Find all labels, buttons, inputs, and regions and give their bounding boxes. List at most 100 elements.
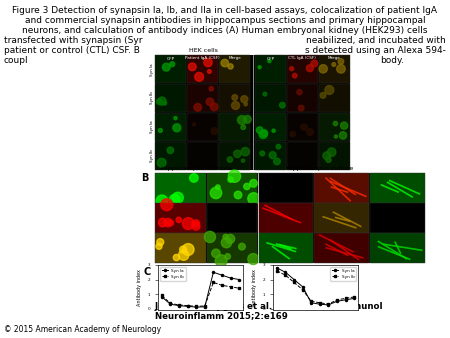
Circle shape xyxy=(333,121,338,126)
Syn Ia xyxy=(326,303,331,307)
Syn Ib xyxy=(351,295,357,299)
Syn Ib xyxy=(274,269,279,273)
Circle shape xyxy=(192,222,200,230)
Circle shape xyxy=(226,234,235,243)
Syn Ib xyxy=(317,301,323,305)
Circle shape xyxy=(210,187,222,199)
Line: Syn Ia: Syn Ia xyxy=(276,267,355,306)
Syn Ib xyxy=(211,281,216,285)
Circle shape xyxy=(227,157,233,162)
Syn Ib xyxy=(228,285,233,289)
Text: Merge: Merge xyxy=(228,56,241,61)
Bar xyxy=(219,55,250,83)
Syn Ib xyxy=(219,283,225,287)
Circle shape xyxy=(168,220,174,226)
Syn Ib xyxy=(194,304,199,308)
Text: © 2015 American Academy of Neurology: © 2015 American Academy of Neurology xyxy=(4,325,161,334)
Text: neabilized, and incubated with: neabilized, and incubated with xyxy=(306,36,446,45)
Circle shape xyxy=(319,65,327,73)
Bar xyxy=(219,84,250,112)
Circle shape xyxy=(332,63,336,67)
Circle shape xyxy=(158,218,167,227)
Circle shape xyxy=(194,103,202,111)
Circle shape xyxy=(206,98,214,105)
Syn Ia xyxy=(283,270,288,274)
Text: coupl: coupl xyxy=(4,56,29,65)
Bar xyxy=(255,113,286,141)
Text: GFP: GFP xyxy=(167,56,175,61)
Circle shape xyxy=(212,249,220,258)
Circle shape xyxy=(211,128,218,135)
Legend: Syn Ia, Syn Ib: Syn Ia, Syn Ib xyxy=(160,267,186,281)
Circle shape xyxy=(238,243,245,250)
Bar xyxy=(314,203,369,233)
Circle shape xyxy=(158,97,166,105)
Text: Hippocampus sections: Hippocampus sections xyxy=(162,166,233,171)
Circle shape xyxy=(272,129,275,132)
Syn Ia xyxy=(351,296,357,300)
Syn Ia xyxy=(176,304,182,308)
Circle shape xyxy=(244,102,248,106)
Circle shape xyxy=(189,174,198,182)
Circle shape xyxy=(290,67,293,71)
Circle shape xyxy=(173,124,181,132)
Circle shape xyxy=(298,105,304,111)
Text: Johannes Piepgras et al. Neurol Neuroimmunol: Johannes Piepgras et al. Neurol Neuroimm… xyxy=(155,302,383,311)
Circle shape xyxy=(228,64,233,69)
Circle shape xyxy=(234,191,242,199)
Bar xyxy=(155,203,206,233)
Bar xyxy=(155,142,186,170)
Circle shape xyxy=(223,234,228,239)
Text: s detected using an Alexa 594-: s detected using an Alexa 594- xyxy=(305,46,446,55)
Text: GFP: GFP xyxy=(266,56,274,61)
Bar xyxy=(255,55,286,83)
Circle shape xyxy=(172,192,183,203)
Syn Ia xyxy=(300,285,305,289)
Bar xyxy=(314,173,369,203)
Circle shape xyxy=(156,195,168,207)
Circle shape xyxy=(243,116,251,123)
Bar xyxy=(287,84,318,112)
Syn Ib xyxy=(343,296,348,300)
Bar xyxy=(155,55,186,83)
Syn Ia xyxy=(334,299,340,303)
Circle shape xyxy=(274,158,280,165)
Text: Syn Ib: Syn Ib xyxy=(150,149,154,162)
Syn Ia xyxy=(168,302,173,306)
Circle shape xyxy=(193,123,196,126)
Circle shape xyxy=(158,128,162,132)
Text: Syn Ia: Syn Ia xyxy=(150,63,154,76)
Syn Ib xyxy=(168,301,173,306)
Syn Ia xyxy=(291,277,297,282)
Syn Ib xyxy=(202,304,207,308)
Circle shape xyxy=(156,99,162,104)
Circle shape xyxy=(228,177,233,182)
Bar xyxy=(155,173,206,203)
Y-axis label: Antibody index: Antibody index xyxy=(137,269,142,306)
Circle shape xyxy=(162,63,170,71)
Circle shape xyxy=(193,220,199,227)
Circle shape xyxy=(241,96,248,103)
Circle shape xyxy=(189,63,196,71)
Bar xyxy=(255,84,286,112)
Text: Patient IgA (CSF): Patient IgA (CSF) xyxy=(185,56,220,61)
Circle shape xyxy=(211,103,218,111)
Bar xyxy=(155,55,350,170)
Circle shape xyxy=(182,244,194,256)
Circle shape xyxy=(261,130,268,137)
Circle shape xyxy=(244,183,250,190)
Bar xyxy=(369,233,425,263)
Circle shape xyxy=(337,65,345,73)
Bar xyxy=(219,142,250,170)
Bar xyxy=(187,84,218,112)
Circle shape xyxy=(311,60,318,67)
Bar xyxy=(319,55,350,83)
Bar xyxy=(369,173,425,203)
Bar xyxy=(319,113,350,141)
Circle shape xyxy=(157,239,164,246)
Circle shape xyxy=(221,59,229,67)
Text: Syn Ib: Syn Ib xyxy=(150,92,154,104)
Circle shape xyxy=(241,125,246,129)
Syn Ib xyxy=(176,303,182,307)
Circle shape xyxy=(156,243,162,249)
